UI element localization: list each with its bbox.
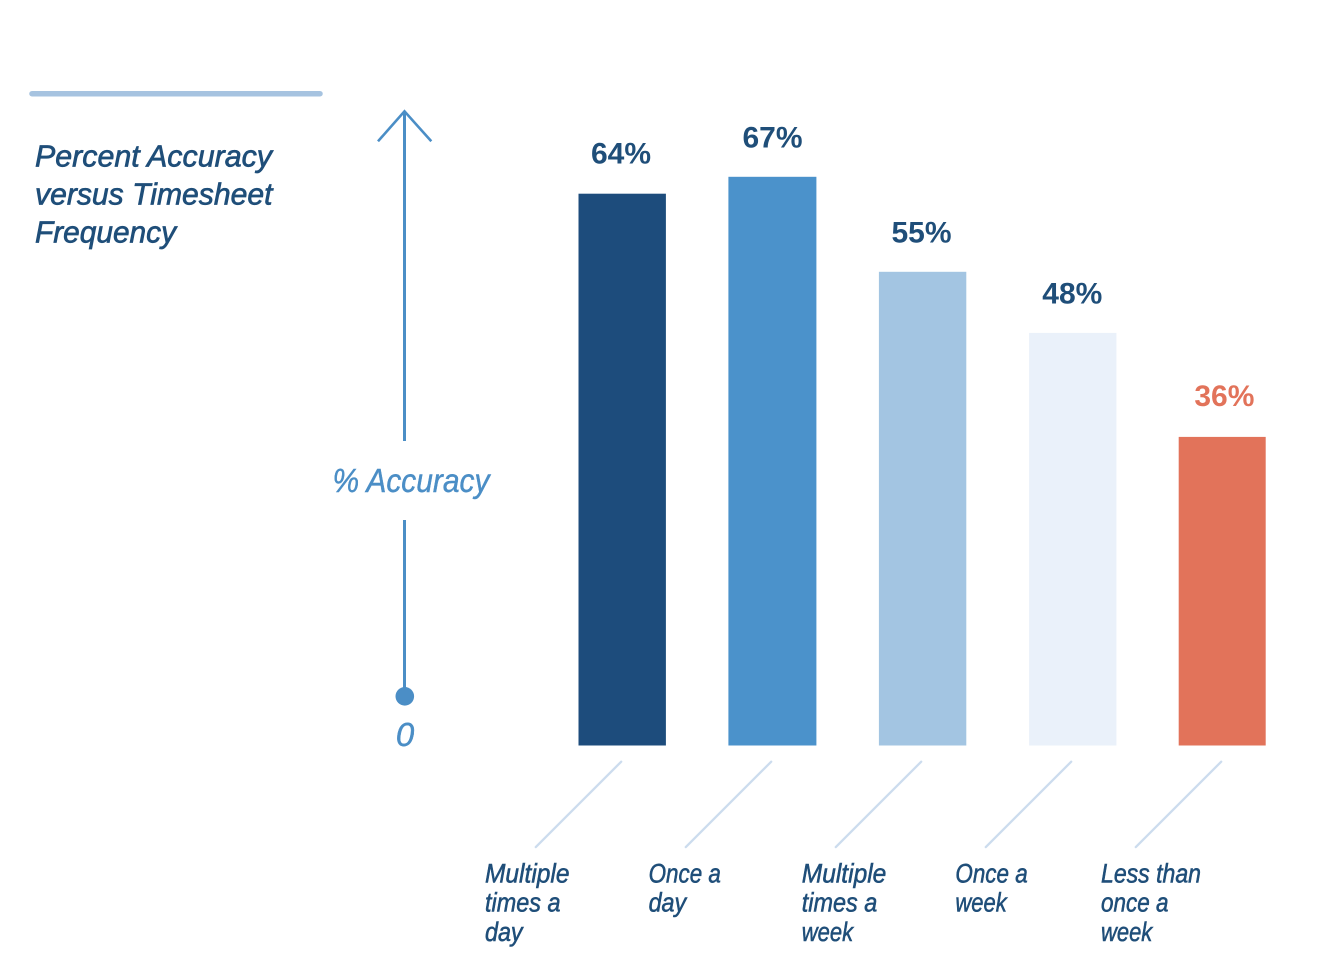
svg-text:Less than: Less than [1101,858,1201,888]
svg-text:48%: 48% [1042,278,1102,311]
svg-text:day: day [485,917,524,947]
svg-text:week: week [802,917,855,947]
svg-text:week: week [955,888,1008,918]
svg-text:once a: once a [1101,888,1169,918]
svg-text:day: day [649,888,688,918]
svg-text:Multiple: Multiple [802,858,887,888]
svg-text:Percent Accuracy: Percent Accuracy [35,139,274,174]
svg-text:0: 0 [396,716,415,753]
svg-text:times a: times a [802,888,878,918]
svg-text:64%: 64% [591,137,651,170]
svg-text:55%: 55% [891,216,951,249]
svg-text:Once a: Once a [955,858,1027,888]
svg-text:Frequency: Frequency [35,215,178,250]
svg-text:Once a: Once a [649,858,721,888]
svg-text:36%: 36% [1194,380,1254,413]
svg-text:Multiple: Multiple [485,858,570,888]
svg-text:versus Timesheet: versus Timesheet [35,177,274,212]
svg-text:% Accuracy: % Accuracy [333,462,492,499]
svg-text:week: week [1101,917,1154,947]
svg-text:67%: 67% [742,121,802,154]
svg-text:times a: times a [485,888,561,918]
